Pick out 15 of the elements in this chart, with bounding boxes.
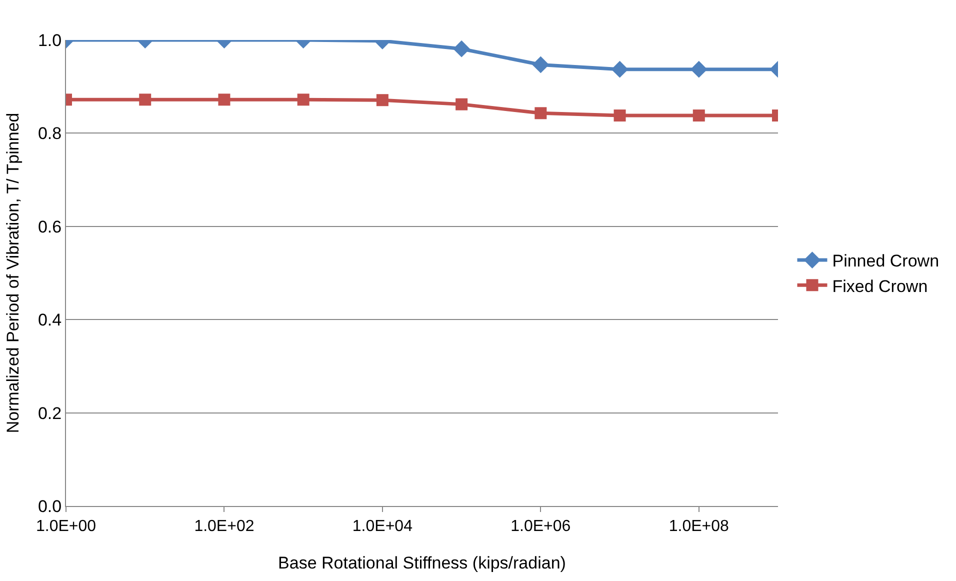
y-axis-title: Normalized Period of Vibration, T/ Tpinned	[4, 112, 23, 434]
x-tick-label: 1.0E+02	[194, 518, 254, 536]
y-tick-label: 0.2	[38, 404, 62, 423]
x-tick-label: 1.0E+04	[352, 518, 413, 536]
y-tick-label: 0.8	[38, 124, 62, 144]
y-tick-label: 0.4	[38, 310, 62, 330]
x-tick-label: 1.0E+06	[510, 518, 571, 536]
legend-label: Fixed Crown	[832, 276, 928, 296]
y-tick-label: 0.0	[38, 496, 62, 516]
x-tick-label: 1.0E+00	[36, 518, 96, 536]
x-tick-label: 1.0E+08	[668, 518, 730, 536]
y-tick-label: 0.6	[38, 217, 62, 236]
y-tick-label: 1.0	[38, 30, 62, 50]
legend-label: Pinned Crown	[832, 252, 940, 271]
x-axis-title: Base Rotational Stiffness (kips/radian)	[278, 554, 566, 573]
